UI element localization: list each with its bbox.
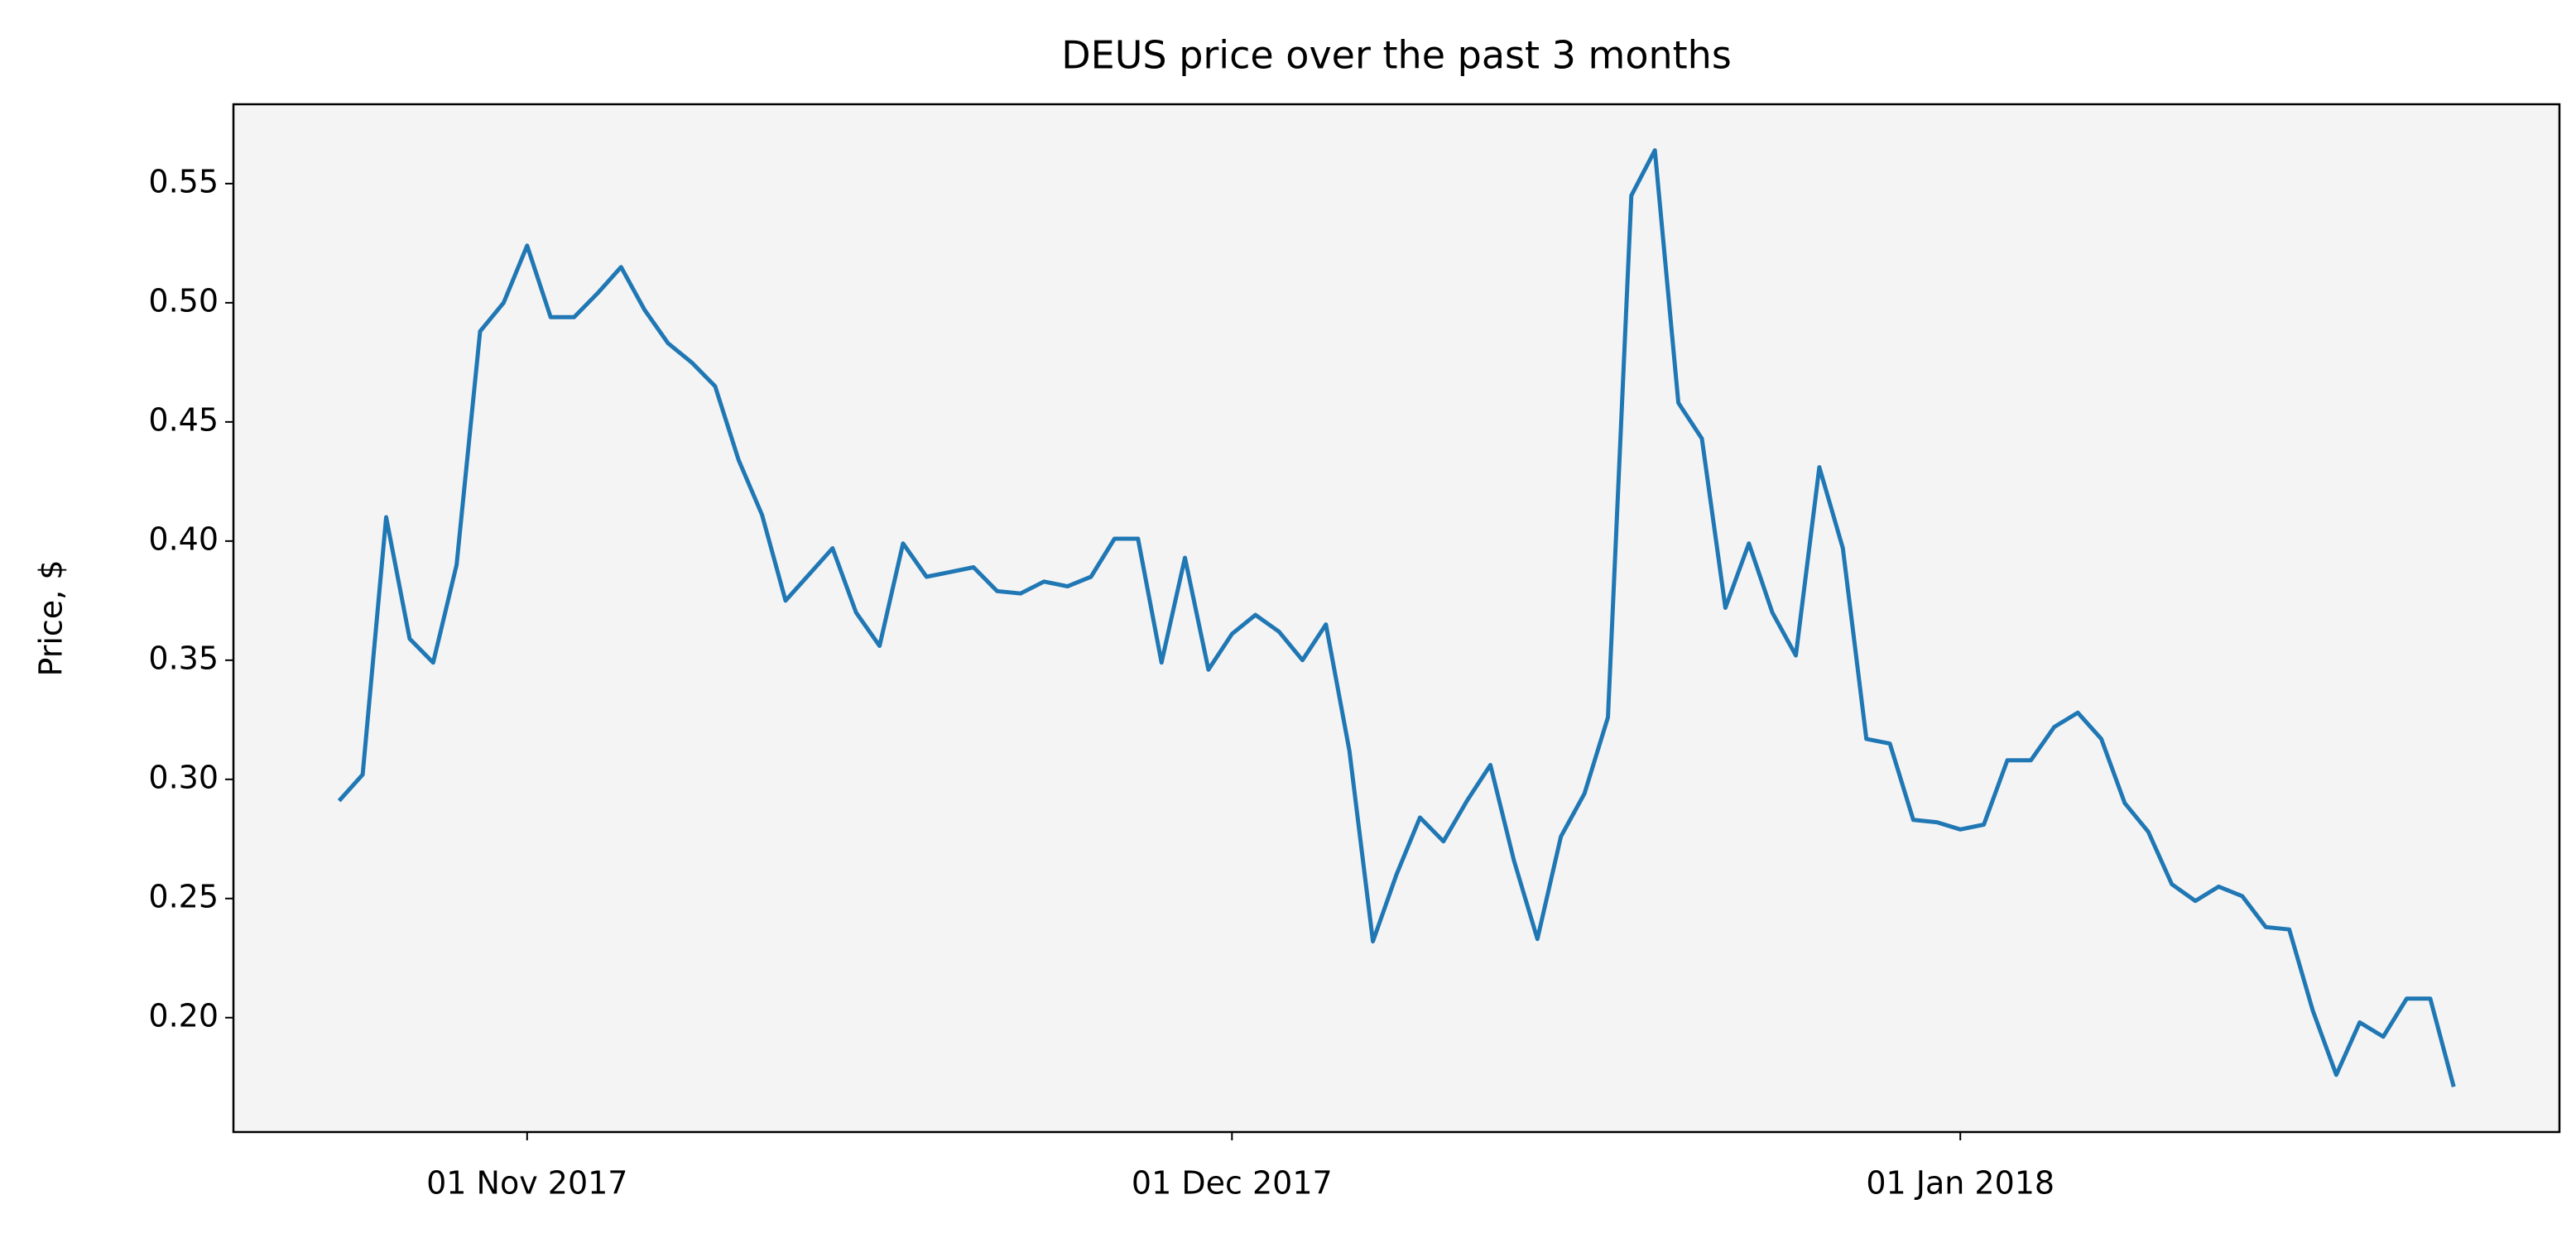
axes-frame <box>232 103 2561 1134</box>
price-line <box>337 148 2456 1087</box>
y-tick-label: 0.45 <box>148 401 219 438</box>
y-tick-label: 0.55 <box>148 163 219 199</box>
y-axis-label: Price, $ <box>33 559 70 676</box>
y-tick-label: 0.20 <box>148 997 219 1034</box>
x-tick-label: 01 Jan 2018 <box>1866 1165 2055 1202</box>
x-tick-label: 01 Nov 2017 <box>426 1165 627 1202</box>
plot-area <box>233 104 2559 1132</box>
y-tick-label: 0.25 <box>148 878 219 914</box>
x-tick-label: 01 Dec 2017 <box>1132 1165 1333 1202</box>
y-tick-label: 0.50 <box>148 282 219 319</box>
y-tick-label: 0.35 <box>148 640 219 676</box>
chart-title: DEUS price over the past 3 months <box>1061 33 1732 78</box>
y-tick-label: 0.40 <box>148 521 219 557</box>
y-tick-label: 0.30 <box>148 759 219 795</box>
